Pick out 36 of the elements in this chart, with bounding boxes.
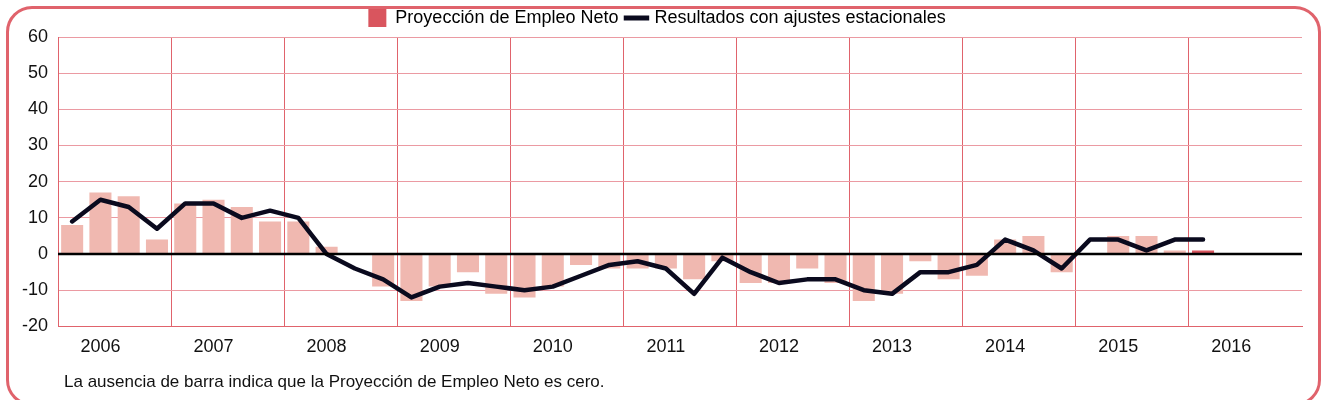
- bar: [570, 254, 593, 265]
- y-tick-label: 30: [27, 134, 49, 155]
- bar: [259, 221, 282, 254]
- bar: [145, 239, 168, 254]
- bar: [89, 192, 112, 254]
- y-tick-label: 50: [27, 62, 49, 83]
- y-tick-label: 10: [27, 206, 49, 227]
- x-tick-label: 2007: [193, 336, 234, 357]
- x-tick-label: 2006: [80, 336, 121, 357]
- y-tick-label: 0: [38, 243, 49, 264]
- y-tick-label: 40: [27, 98, 49, 119]
- bar: [796, 254, 819, 269]
- legend-label: Proyección de Empleo Neto: [395, 6, 619, 27]
- bar: [202, 199, 225, 254]
- y-tick-label: -10: [22, 279, 49, 300]
- text: La ausencia de barra indica que la Proyección de Empleo Neto es cero.: [64, 372, 605, 392]
- bar: [428, 254, 451, 287]
- bar: [174, 203, 197, 254]
- legend-label: Resultados con ajustes estacionales: [654, 6, 946, 27]
- x-tick-label: 2009: [419, 336, 460, 357]
- y-tick-label: -20: [22, 315, 49, 336]
- x-tick-label: 2011: [646, 336, 686, 357]
- bar: [117, 196, 140, 254]
- x-tick-label: 2016: [1211, 336, 1252, 357]
- x-tick-label: 2014: [985, 336, 1026, 357]
- x-tick-label: 2013: [872, 336, 913, 357]
- bar: [683, 254, 706, 280]
- x-tick-label: 2015: [1098, 336, 1139, 357]
- y-tick-label: 20: [27, 170, 49, 191]
- x-tick-label: 2010: [532, 336, 573, 357]
- x-tick-label: 2012: [758, 336, 799, 357]
- y-tick-label: 60: [27, 25, 49, 46]
- x-tick-label: 2008: [306, 336, 347, 357]
- bar: [61, 225, 84, 254]
- bar: [456, 254, 479, 273]
- bar: [541, 254, 564, 287]
